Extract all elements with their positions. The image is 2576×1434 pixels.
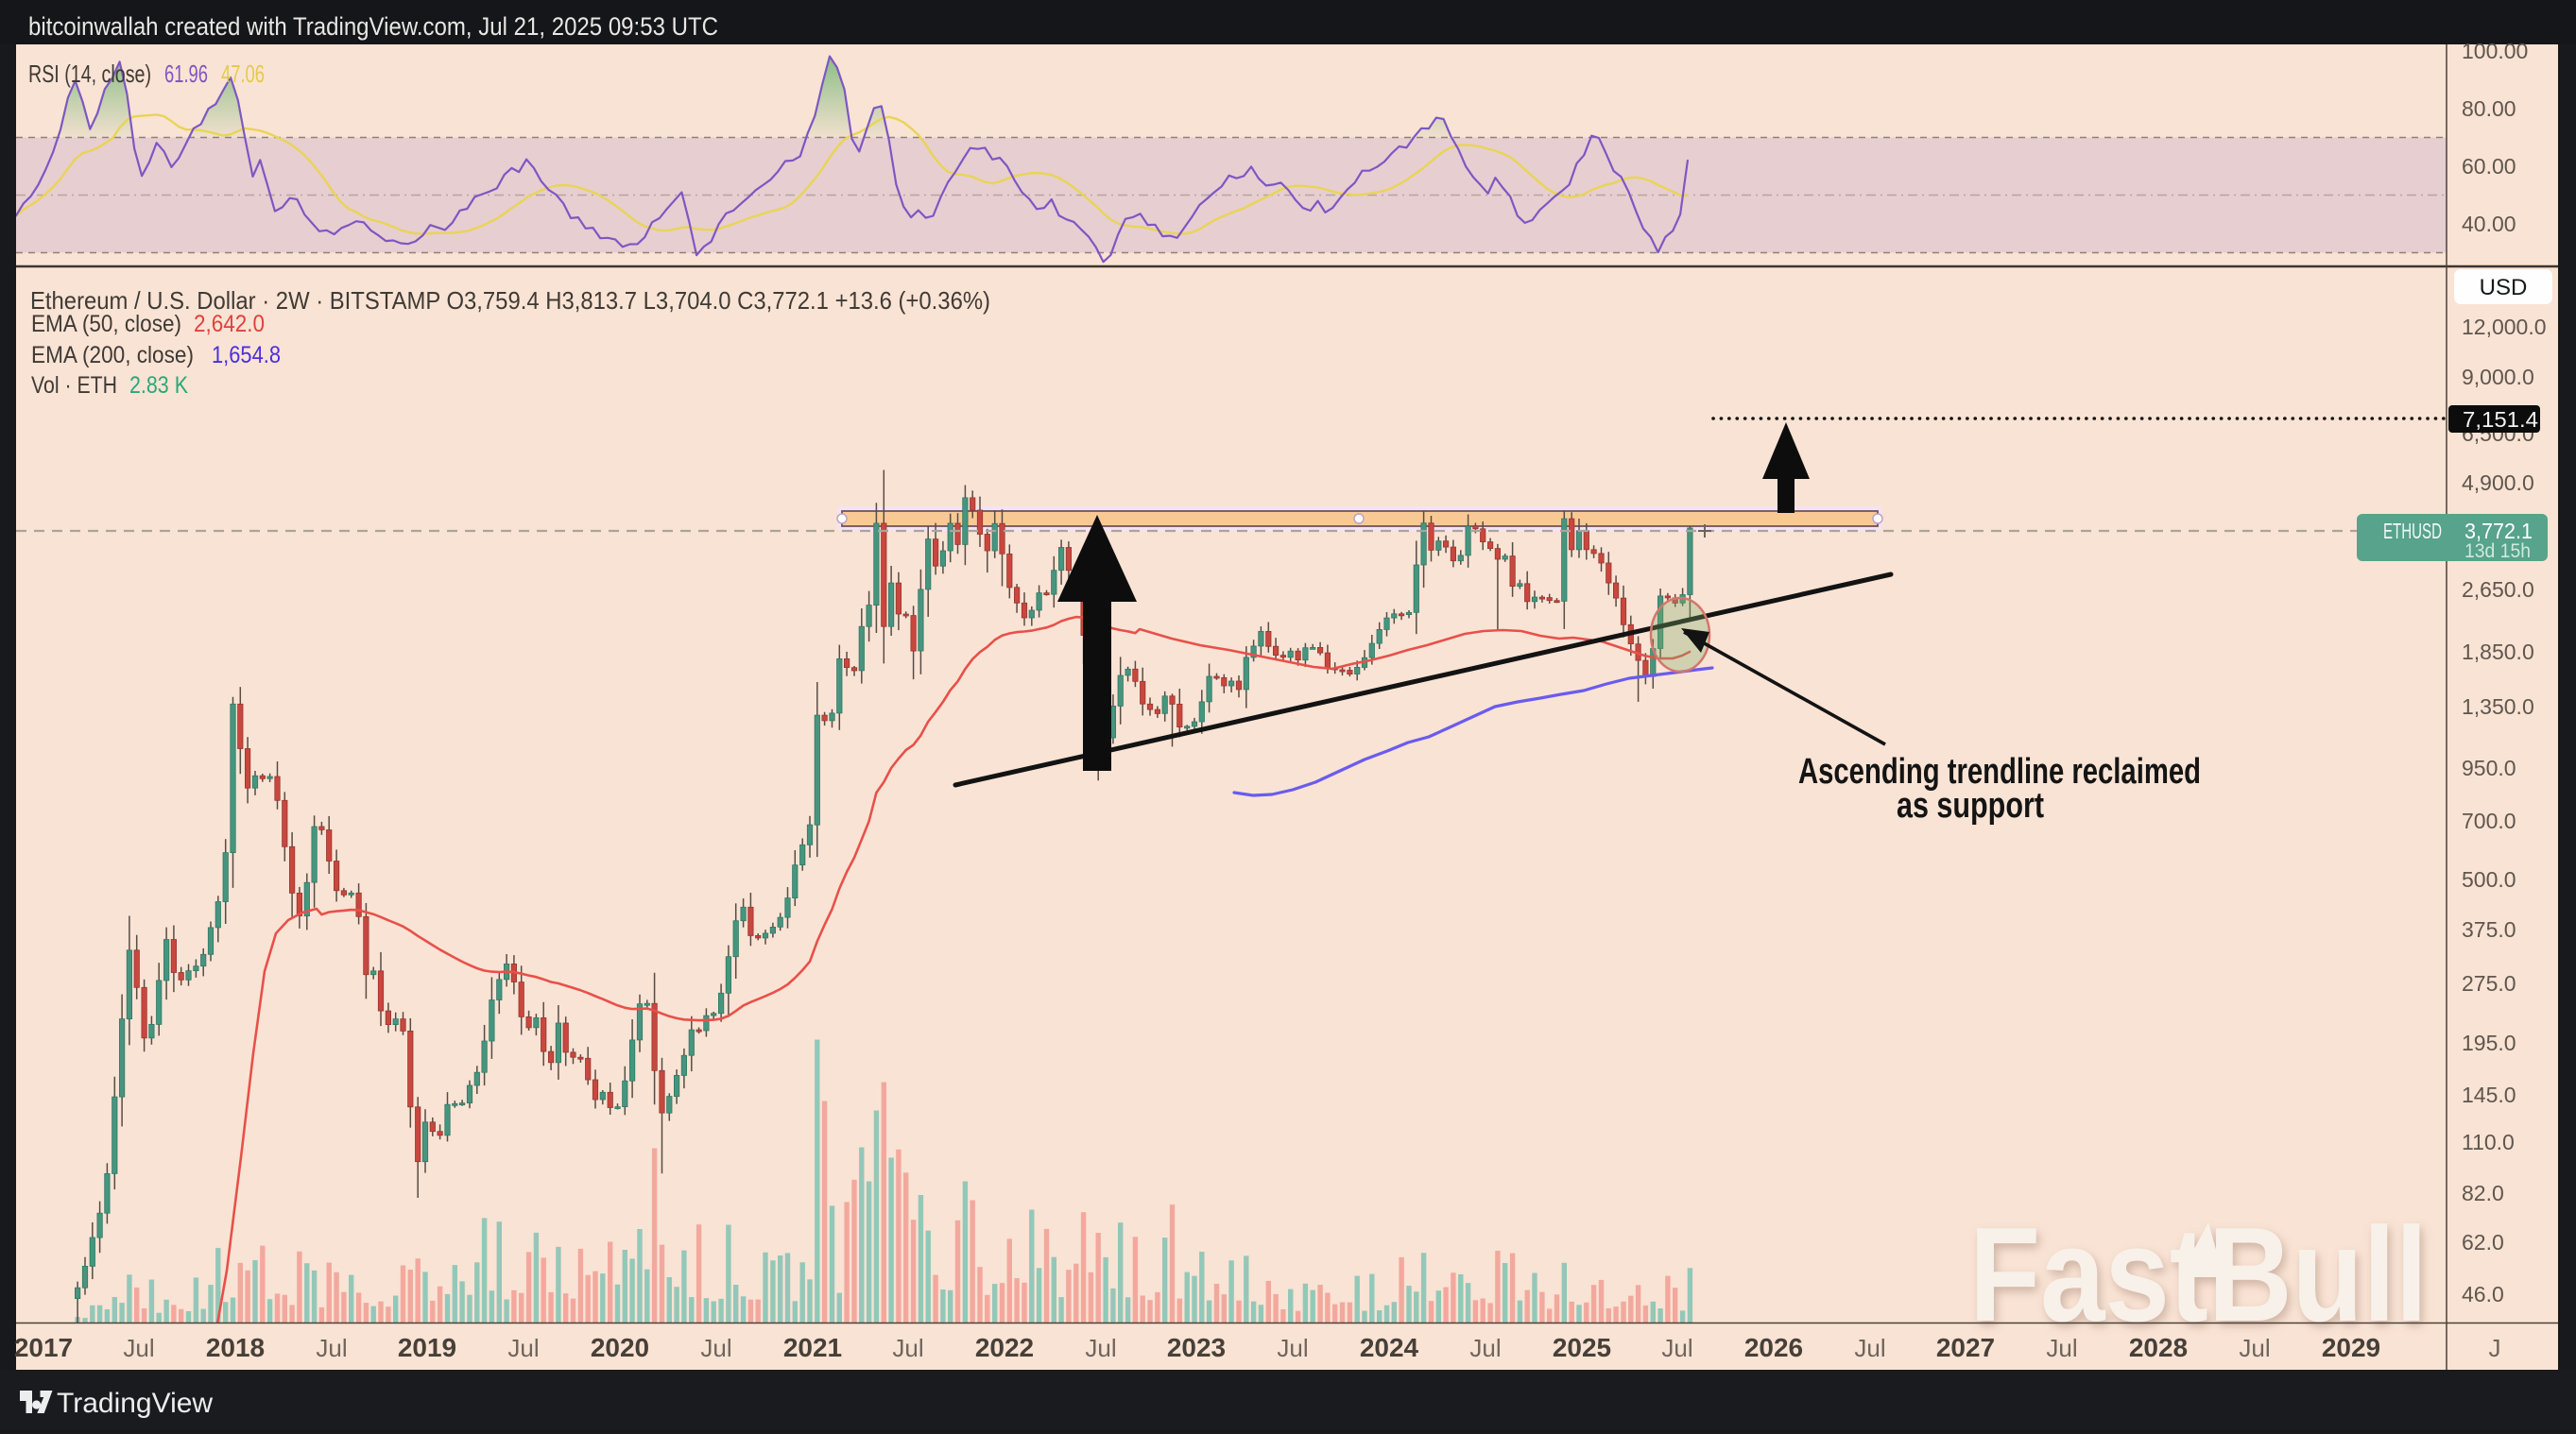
svg-text:47.06: 47.06 — [221, 60, 265, 88]
svg-text:1,850.0: 1,850.0 — [2462, 640, 2534, 664]
svg-text:2026: 2026 — [1744, 1333, 1803, 1362]
svg-text:2024: 2024 — [1360, 1333, 1419, 1362]
svg-text:80.00: 80.00 — [2462, 96, 2516, 121]
svg-text:275.0: 275.0 — [2462, 971, 2516, 996]
svg-text:as support: as support — [1897, 786, 2044, 826]
svg-text:2.83 K: 2.83 K — [129, 372, 188, 399]
svg-text:1,350.0: 1,350.0 — [2462, 694, 2534, 719]
svg-text:2019: 2019 — [398, 1333, 456, 1362]
svg-text:2027: 2027 — [1936, 1333, 1995, 1362]
svg-text:2021: 2021 — [783, 1333, 842, 1362]
svg-text:ETHUSD: ETHUSD — [2383, 519, 2442, 543]
svg-text:2,650.0: 2,650.0 — [2462, 577, 2534, 602]
svg-text:Vol · ETH: Vol · ETH — [31, 372, 117, 399]
svg-text:82.0: 82.0 — [2462, 1181, 2504, 1205]
svg-text:46.0: 46.0 — [2462, 1282, 2504, 1306]
svg-text:100.00: 100.00 — [2462, 39, 2528, 63]
svg-text:bitcoinwallah created with Tra: bitcoinwallah created with TradingView.c… — [28, 12, 718, 41]
svg-text:Jul: Jul — [1854, 1334, 1885, 1362]
svg-text:145.0: 145.0 — [2462, 1083, 2516, 1107]
svg-text:TradingView: TradingView — [57, 1388, 213, 1419]
svg-text:7,151.4: 7,151.4 — [2463, 407, 2538, 432]
svg-text:2,642.0: 2,642.0 — [194, 311, 265, 337]
svg-text:Jul: Jul — [316, 1334, 347, 1362]
svg-text:3,772.1: 3,772.1 — [2464, 519, 2533, 543]
svg-text:Jul: Jul — [1085, 1334, 1116, 1362]
svg-text:2022: 2022 — [975, 1333, 1034, 1362]
svg-text:2023: 2023 — [1167, 1333, 1226, 1362]
svg-text:375.0: 375.0 — [2462, 917, 2516, 942]
svg-text:2029: 2029 — [2322, 1333, 2380, 1362]
svg-text:Ascending trendline reclaimed: Ascending trendline reclaimed — [1798, 752, 2201, 792]
svg-text:J: J — [2489, 1334, 2501, 1362]
svg-text:USD: USD — [2480, 275, 2528, 300]
svg-text:Jul: Jul — [1277, 1334, 1308, 1362]
svg-text:Jul: Jul — [1661, 1334, 1692, 1362]
svg-text:Jul: Jul — [2046, 1334, 2077, 1362]
svg-text:2018: 2018 — [206, 1333, 265, 1362]
svg-text:4,900.0: 4,900.0 — [2462, 470, 2534, 495]
svg-text:EMA (50, close): EMA (50, close) — [31, 311, 181, 337]
svg-text:60.00: 60.00 — [2462, 154, 2516, 179]
svg-text:1,654.8: 1,654.8 — [212, 342, 281, 368]
svg-text:700.0: 700.0 — [2462, 809, 2516, 833]
svg-text:RSI (14, close): RSI (14, close) — [28, 60, 151, 88]
svg-text:2025: 2025 — [1553, 1333, 1611, 1362]
svg-text:Jul: Jul — [700, 1334, 731, 1362]
svg-text:EMA (200, close): EMA (200, close) — [31, 342, 194, 368]
svg-text:62.0: 62.0 — [2462, 1230, 2504, 1255]
svg-text:Jul: Jul — [1469, 1334, 1501, 1362]
svg-text:195.0: 195.0 — [2462, 1031, 2516, 1055]
svg-text:2020: 2020 — [591, 1333, 649, 1362]
svg-text:Jul: Jul — [892, 1334, 923, 1362]
svg-text:9,000.0: 9,000.0 — [2462, 365, 2534, 389]
svg-text:Jul: Jul — [2239, 1334, 2270, 1362]
svg-text:Ethereum / U.S. Dollar · 2W ·: Ethereum / U.S. Dollar · 2W · BITSTAMP O… — [30, 286, 990, 315]
svg-text:500.0: 500.0 — [2462, 867, 2516, 892]
svg-text:950.0: 950.0 — [2462, 756, 2516, 780]
svg-text:Jul: Jul — [123, 1334, 154, 1362]
svg-text:Jul: Jul — [507, 1334, 539, 1362]
svg-text:40.00: 40.00 — [2462, 212, 2516, 236]
svg-text:110.0: 110.0 — [2462, 1130, 2515, 1154]
svg-text:12,000.0: 12,000.0 — [2462, 315, 2547, 339]
svg-text:2017: 2017 — [14, 1333, 73, 1362]
svg-text:2028: 2028 — [2129, 1333, 2188, 1362]
svg-text:13d 15h: 13d 15h — [2464, 540, 2531, 562]
svg-text:61.96: 61.96 — [164, 60, 208, 88]
